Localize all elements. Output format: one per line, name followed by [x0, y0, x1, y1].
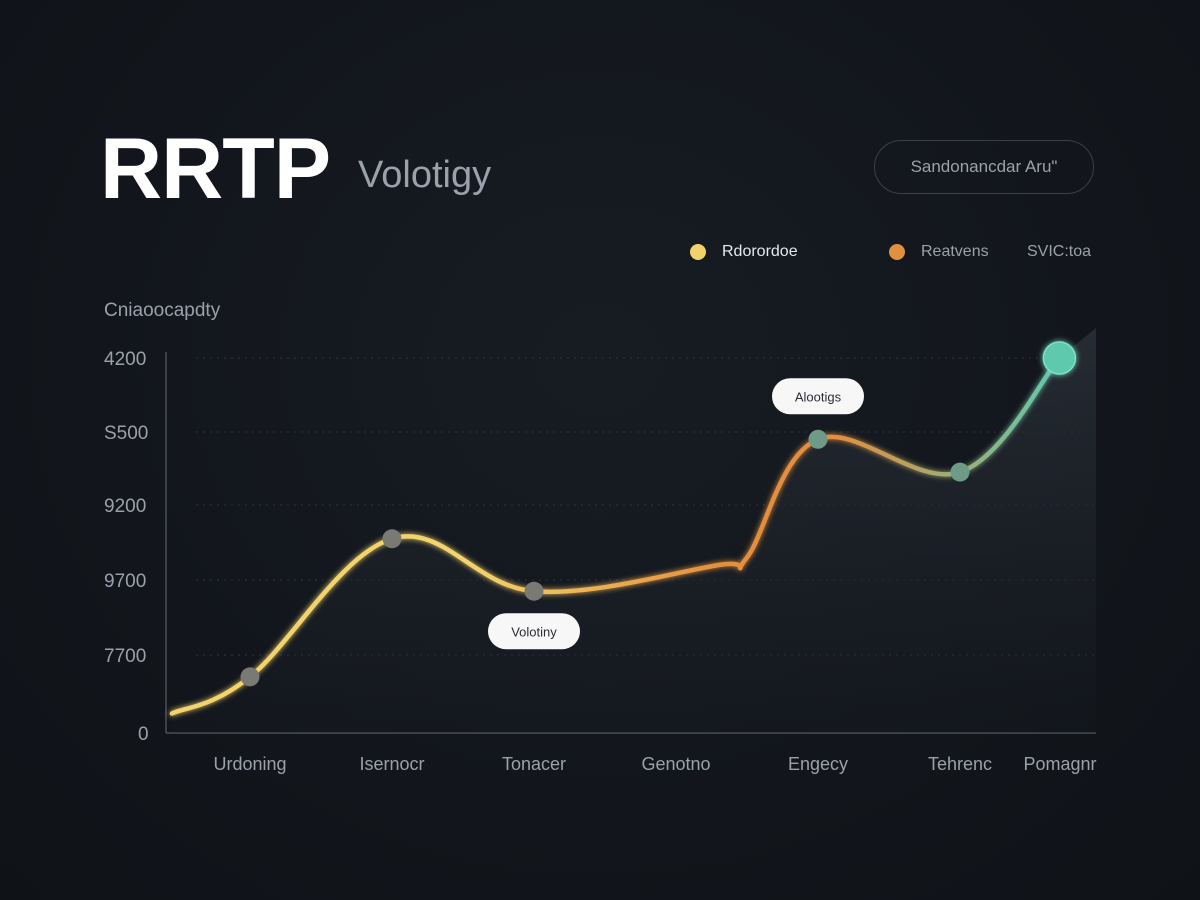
x-tick-label: Genotno: [641, 754, 710, 774]
data-point: [382, 529, 402, 549]
legend-item-2[interactable]: Reatvens: [889, 242, 989, 262]
annotation-callout: Alootigs: [772, 378, 864, 415]
annotation-label: Volotiny: [511, 624, 557, 639]
data-point: [808, 429, 828, 449]
data-point: [524, 581, 544, 601]
legend-item-1[interactable]: Rdorordoe: [690, 242, 798, 262]
data-point: [950, 462, 970, 482]
y-tick-label: 0: [138, 724, 149, 745]
y-tick-label: S500: [104, 423, 148, 444]
annotation-callout: Volotiny: [488, 613, 580, 650]
area-fill: [171, 328, 1096, 733]
x-tick-label: Tonacer: [502, 754, 566, 774]
y-tick-label: 7700: [104, 646, 146, 667]
y-tick-label: 4200: [104, 349, 146, 370]
series-line: [169, 355, 1062, 716]
legend-label: Reatvens: [921, 243, 989, 260]
annotation-label: Alootigs: [795, 389, 842, 404]
annotation-box: [488, 613, 580, 650]
y-tick-label: 9700: [104, 571, 146, 592]
x-tick-label: Pomagnr: [1023, 754, 1096, 774]
x-tick-label: Urdoning: [213, 754, 286, 774]
x-tick-label: Isernocr: [359, 754, 424, 774]
x-tick-label: Engecy: [788, 754, 848, 774]
data-point: [1042, 341, 1077, 375]
data-point: [240, 667, 260, 687]
y-axis-label: Cniaoocapdty: [104, 300, 221, 321]
brand-title: RRTP: [100, 121, 331, 217]
legend-dot-icon: [690, 244, 706, 260]
x-tick-label: Tehrenc: [928, 754, 992, 774]
annotation-box: [772, 378, 864, 415]
legend-label: Rdorordoe: [722, 243, 798, 260]
top-action-button[interactable]: Sandonancdar Aru": [874, 140, 1094, 194]
legend-item-3[interactable]: SVIC:toa: [1027, 242, 1091, 262]
page-subtitle: Volotigy: [358, 154, 492, 196]
legend-label: SVIC:toa: [1027, 243, 1092, 260]
legend-dot-icon: [889, 244, 905, 260]
y-tick-label: 9200: [104, 496, 146, 517]
